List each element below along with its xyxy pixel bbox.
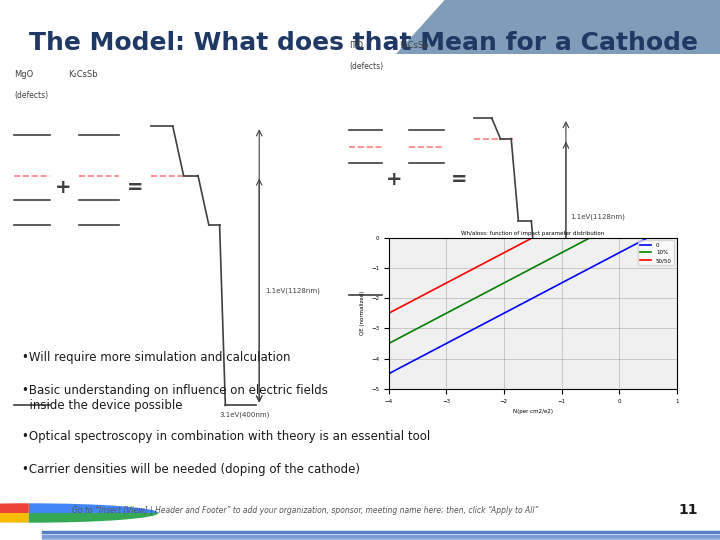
Wedge shape (0, 513, 29, 523)
Text: ITO: ITO (349, 42, 364, 50)
0 (649, 232, 658, 238)
50/50 (384, 310, 393, 316)
0 (451, 335, 460, 342)
Text: Go to “Insert [View] | Header and Footer” to add your organization, sponsor, mee: Go to “Insert [View] | Header and Footer… (72, 506, 539, 515)
0 (658, 227, 667, 233)
Legend: 0, 10%, 50/50: 0, 10%, 50/50 (638, 240, 674, 265)
50/50 (533, 232, 541, 239)
50/50 (440, 281, 449, 287)
Wedge shape (29, 503, 158, 513)
Text: K₂CsSb: K₂CsSb (400, 42, 429, 50)
Text: (defects): (defects) (14, 91, 48, 100)
0 (440, 341, 449, 348)
Text: =: = (451, 170, 467, 189)
Text: =: = (127, 178, 143, 198)
Y-axis label: QE (normalized): QE (normalized) (361, 291, 365, 335)
10% (451, 305, 460, 312)
50/50 (649, 171, 658, 178)
Text: 1.1eV(1128nm): 1.1eV(1128nm) (265, 287, 320, 294)
Text: •Will require more simulation and calculation: •Will require more simulation and calcul… (22, 351, 291, 364)
X-axis label: N(per cm2/e2): N(per cm2/e2) (513, 409, 553, 414)
Text: 3.1eV(400nm): 3.1eV(400nm) (528, 300, 579, 306)
Text: •Basic understanding on influence on electric fields
  inside the device possibl: •Basic understanding on influence on ele… (22, 384, 328, 413)
0 (672, 219, 681, 226)
50/50 (556, 220, 564, 226)
10% (658, 197, 667, 203)
0 (556, 280, 564, 287)
Wedge shape (0, 503, 29, 513)
50/50 (672, 159, 681, 165)
Text: The Model: What does that Mean for a Cathode: The Model: What does that Mean for a Cat… (29, 31, 698, 55)
Text: •Carrier densities will be needed (doping of the cathode): •Carrier densities will be needed (dopin… (22, 463, 360, 476)
10% (533, 262, 541, 269)
Text: MgO: MgO (14, 70, 34, 79)
Line: 50/50: 50/50 (389, 162, 677, 313)
Text: 3.1eV(400nm): 3.1eV(400nm) (220, 411, 270, 418)
Polygon shape (396, 0, 720, 54)
10% (384, 340, 393, 347)
10% (672, 189, 681, 195)
Title: Wh/aloss: function of impact parameter distribution: Wh/aloss: function of impact parameter d… (462, 231, 604, 236)
0 (533, 293, 541, 299)
0 (384, 370, 393, 377)
Text: 11: 11 (679, 503, 698, 517)
10% (440, 311, 449, 318)
Line: 0: 0 (389, 222, 677, 374)
Wedge shape (29, 513, 158, 523)
Text: 1.1eV(1128nm): 1.1eV(1128nm) (570, 213, 625, 220)
10% (649, 201, 658, 208)
50/50 (658, 166, 667, 173)
Line: 10%: 10% (389, 192, 677, 343)
Text: +: + (386, 170, 402, 189)
Text: •Optical spectroscopy in combination with theory is an essential tool: •Optical spectroscopy in combination wit… (22, 430, 431, 443)
Text: (defects): (defects) (349, 62, 383, 71)
Text: K₂CsSb: K₂CsSb (68, 70, 98, 79)
50/50 (451, 275, 460, 281)
10% (556, 250, 564, 256)
Text: +: + (55, 178, 71, 198)
